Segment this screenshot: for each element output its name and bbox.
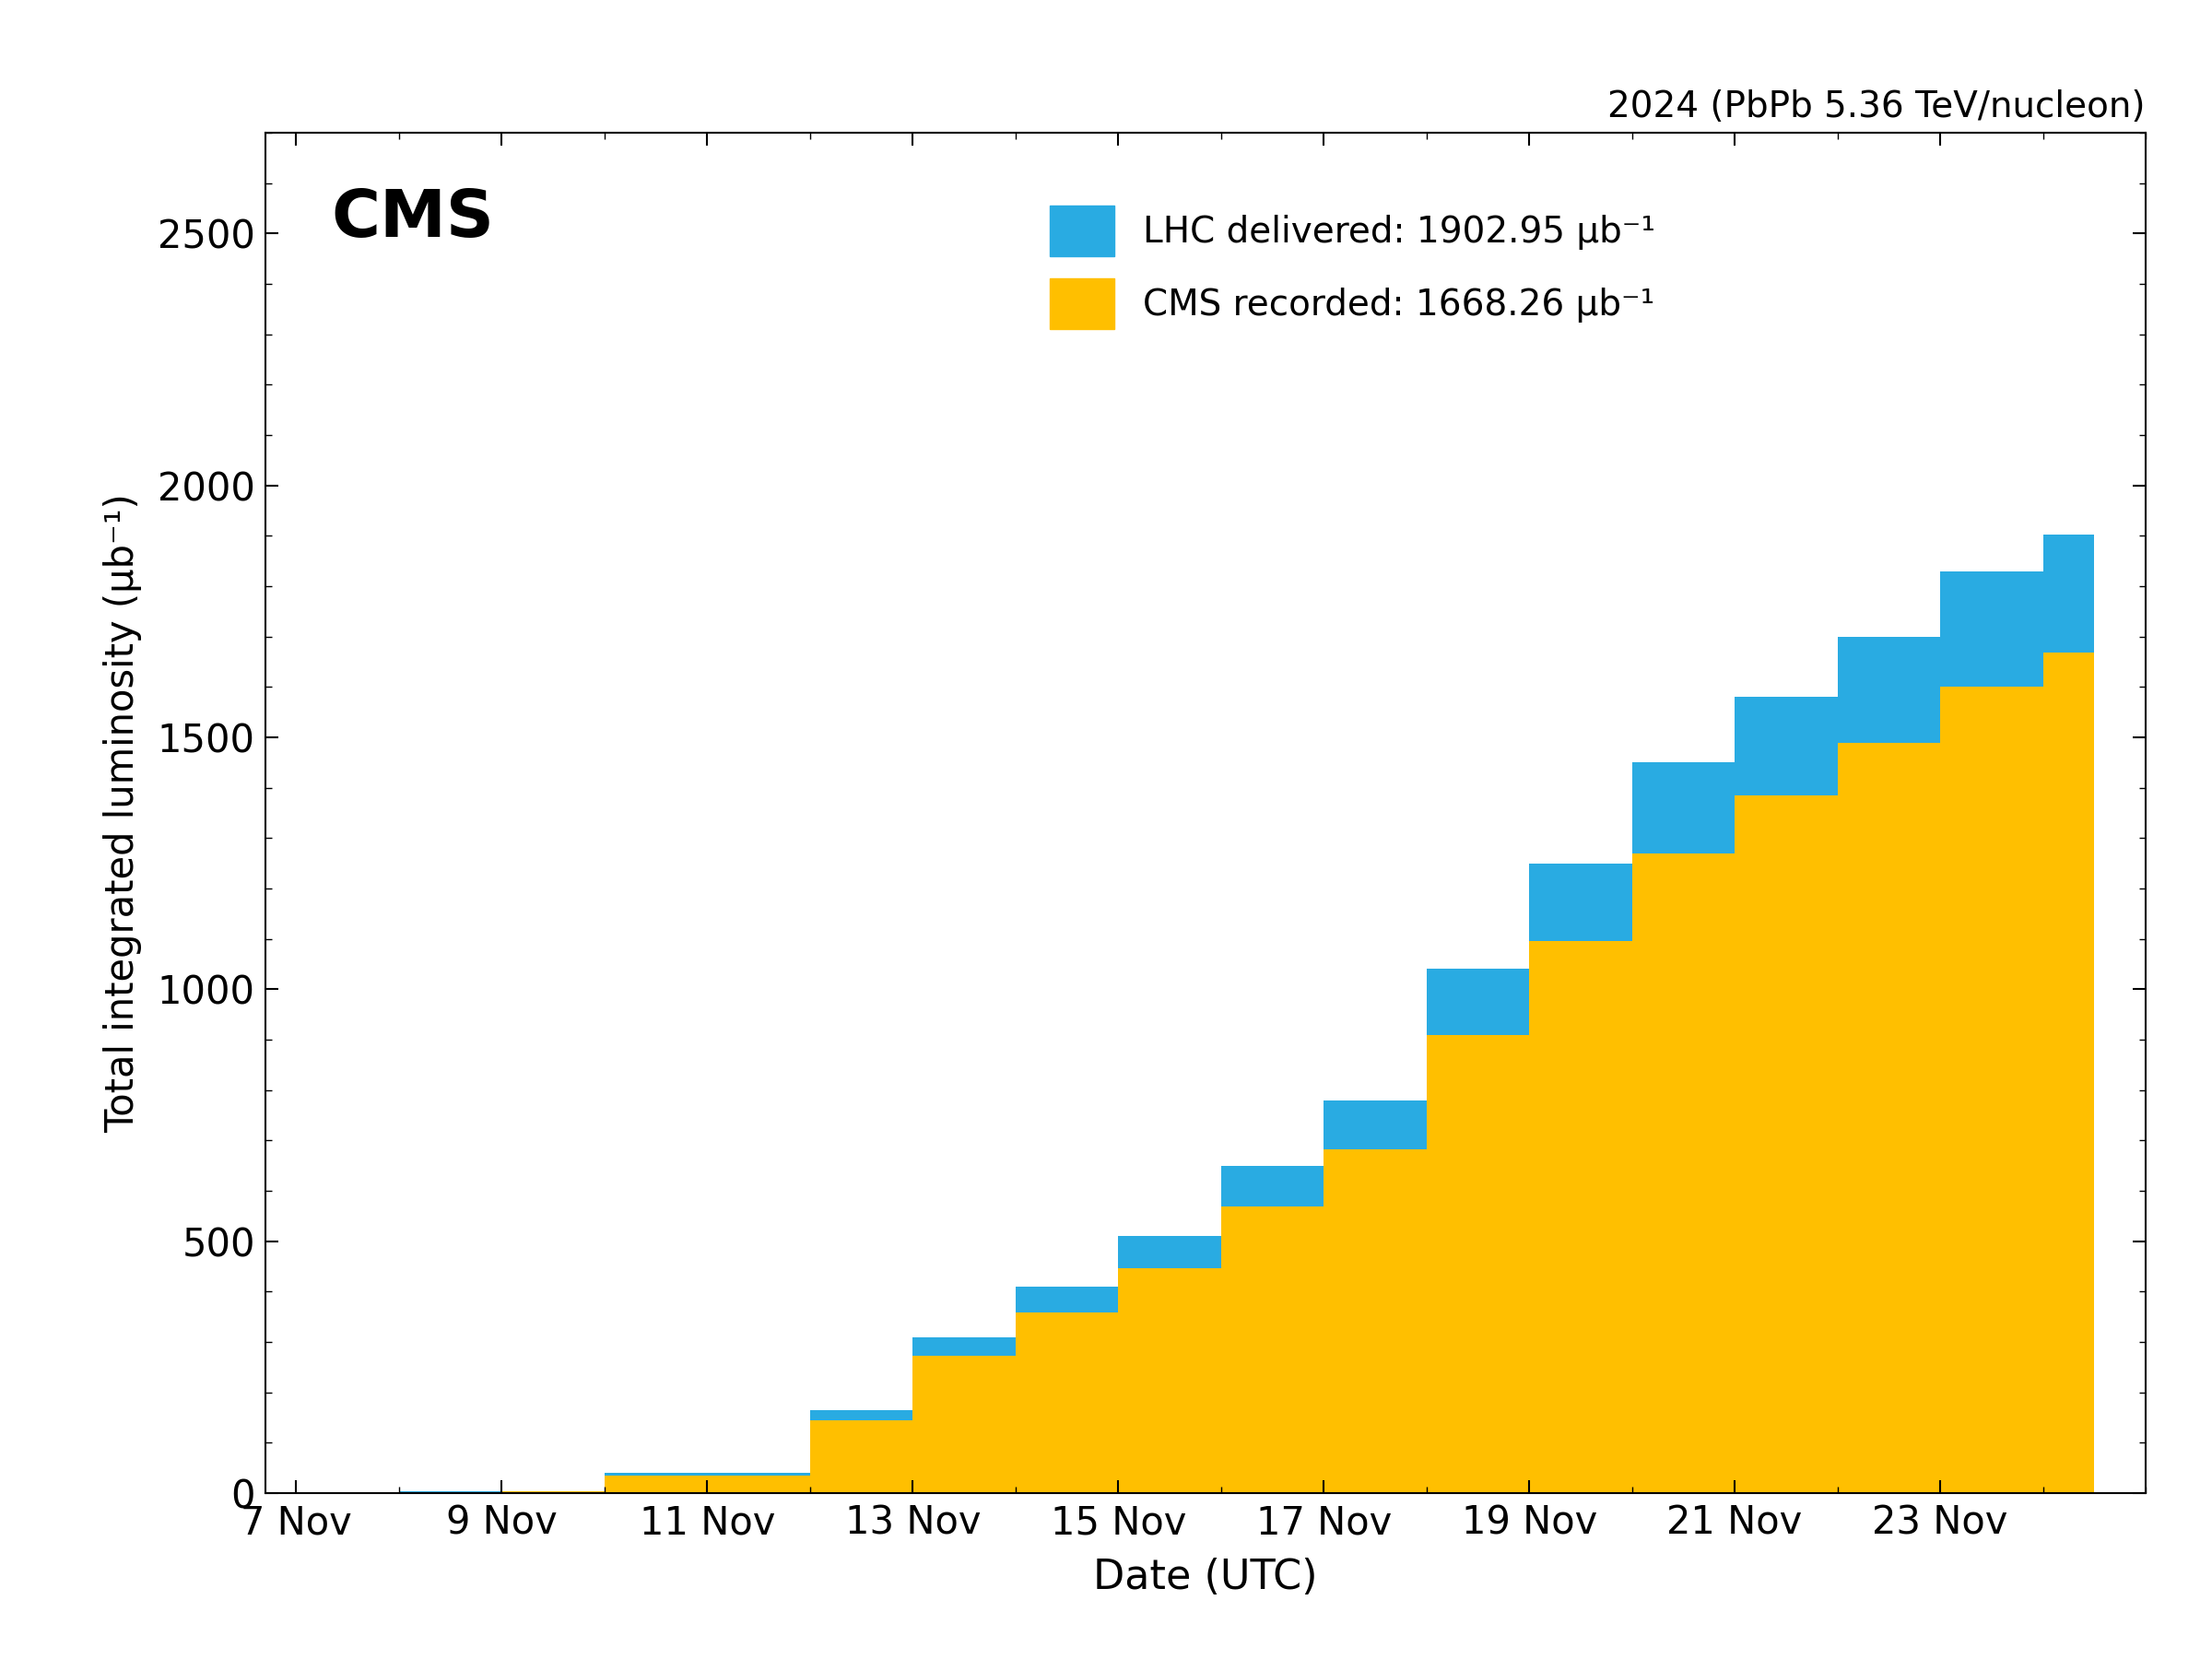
Text: 2024 (PbPb 5.36 TeV/nucleon): 2024 (PbPb 5.36 TeV/nucleon) — [1608, 90, 2146, 124]
Y-axis label: Total integrated luminosity (μb⁻¹): Total integrated luminosity (μb⁻¹) — [104, 493, 142, 1133]
X-axis label: Date (UTC): Date (UTC) — [1093, 1558, 1318, 1598]
Legend: LHC delivered: 1902.95 μb⁻¹, CMS recorded: 1668.26 μb⁻¹: LHC delivered: 1902.95 μb⁻¹, CMS recorde… — [1035, 191, 1670, 343]
Text: CMS: CMS — [332, 187, 495, 251]
